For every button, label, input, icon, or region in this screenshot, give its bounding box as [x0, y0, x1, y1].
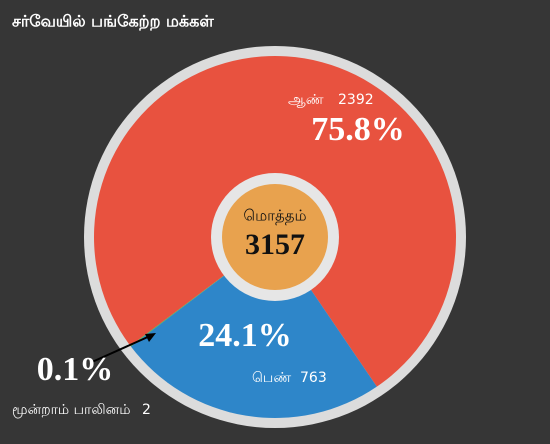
count-label: 2392	[338, 92, 374, 108]
percent-label: 75.8%	[311, 111, 405, 148]
chart-title: சர்வேயில் பங்கேற்ற மக்கள்	[12, 12, 214, 31]
center-disc	[222, 184, 328, 290]
category-label: மூன்றாம் பாலினம்	[12, 402, 130, 418]
category-label: பெண்	[252, 370, 291, 386]
percent-label: 24.1%	[198, 317, 292, 354]
count-label: 763	[300, 370, 327, 386]
center-label: மொத்தம்	[243, 207, 306, 225]
category-label: ஆண்	[288, 92, 324, 108]
count-label: 2	[142, 402, 151, 418]
percent-label: 0.1%	[37, 351, 114, 388]
pointer-head	[145, 333, 156, 342]
total: 3157	[245, 228, 305, 261]
wedge	[130, 237, 377, 418]
pointer-line	[91, 335, 151, 363]
